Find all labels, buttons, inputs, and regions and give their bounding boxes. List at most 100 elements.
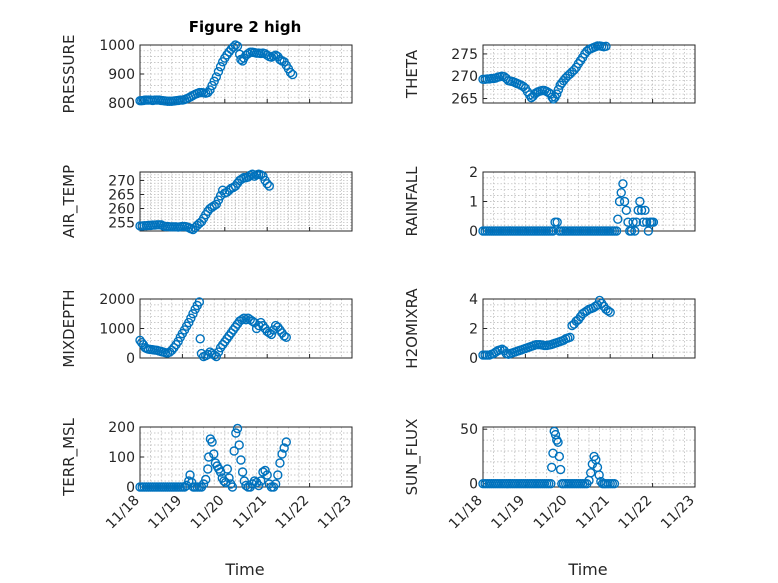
data-point [641,217,652,227]
y-tick-label: 0 [469,224,478,240]
y-tick-label: 2000 [99,292,135,308]
x-tick-label: 11/19 [145,493,185,533]
data-point [640,205,650,216]
y-axis-label: RAINFALL [403,166,421,237]
data-point [643,226,654,236]
subplot-4: 0 1000 2000 MIXDEPTH [60,289,353,368]
y-tick-label: 900 [108,67,135,83]
data-point [273,470,283,480]
data-point [594,470,604,480]
data-point [188,309,198,319]
data-point [256,476,266,486]
data-point [552,217,562,227]
data-point [198,479,209,489]
data-point [207,437,217,447]
axes-box [139,171,353,232]
y-tick-label: 255 [108,216,135,232]
data-point [279,331,289,341]
y-tick-label: 1 [469,195,478,211]
data-point [234,440,244,450]
subplot-5: 0 2 4 H2OMIXRA [403,288,696,369]
y-tick-label: 260 [108,202,135,218]
data-point [213,347,224,357]
y-tick-label: 100 [108,450,135,466]
y-tick-label: 265 [108,187,135,203]
data-point [585,468,596,478]
data-point [621,205,632,216]
x-tick-label: 11/23 [658,493,698,533]
y-tick-label: 1000 [99,38,135,54]
x-axis-label-left: Time [224,560,264,579]
y-tick-label: 0 [126,351,135,367]
data-point [553,437,563,447]
data-point [279,443,289,453]
data-point [237,467,248,477]
data-point [236,455,246,465]
y-tick-label: 270 [451,69,478,85]
data-point [613,214,623,224]
data-point [203,452,214,462]
data-point [626,226,637,236]
data-point [213,66,224,77]
data-point [592,300,603,310]
data-point [207,80,217,91]
data-point [211,351,222,362]
x-tick-label: 11/18 [446,493,486,533]
data-point [631,217,642,227]
x-tick-label: 11/22 [273,493,313,533]
subplot-3: 0 1 2 RAINFALL [403,165,696,240]
y-tick-label: 2 [469,322,478,338]
y-tick-label: 0 [469,351,478,367]
y-tick-label: 4 [469,292,478,308]
subplot-1: 265 270 275 THETA [403,41,696,108]
x-tick-label: 11/21 [230,493,270,533]
data-point [222,464,233,474]
x-tick-label: 11/20 [188,493,228,533]
figure-title: Figure 2 high [189,18,302,36]
data-point [227,482,238,492]
data-point [648,217,659,227]
y-axis-label: TERR_MSL [60,417,79,496]
y-axis-label: MIXDEPTH [60,289,78,367]
data-point [605,307,615,317]
data-point [287,69,298,80]
y-tick-label: 2 [469,165,478,181]
data-point [262,179,272,189]
data-point [554,451,565,462]
data-point [266,329,277,340]
data-point [636,205,647,216]
data-point [215,62,226,72]
data-point [633,205,643,216]
data-point [232,423,243,434]
y-tick-label: 200 [108,420,135,436]
data-point [264,181,275,191]
data-point [635,196,645,207]
data-point [630,226,640,236]
data-point [603,306,613,316]
y-tick-label: 265 [451,92,478,108]
data-point [609,479,620,489]
y-axis-label: AIR_TEMP [60,165,79,238]
data-point [611,226,622,236]
data-point [270,479,281,489]
data-point [201,474,211,485]
data-point [275,458,285,468]
data-point [209,76,219,86]
subplot-0: 800 900 1000 PRESSURE [60,35,353,113]
data-point [209,449,219,459]
data-point [195,334,205,344]
data-point [254,480,264,491]
plot-area [482,426,696,488]
data-point [181,480,192,491]
data-point [546,462,557,473]
data-point [194,297,205,307]
data-point [565,332,575,343]
data-point [277,449,287,459]
x-tick-label: 11/18 [103,493,143,533]
y-axis-label: THETA [403,49,421,99]
y-tick-label: 50 [460,422,478,438]
subplot-7: 0 50 11/18 11/19 11/20 11/21 11/22 11/23 SUN_FLU… [403,419,698,533]
data-point [211,72,222,82]
data-point [203,349,213,360]
